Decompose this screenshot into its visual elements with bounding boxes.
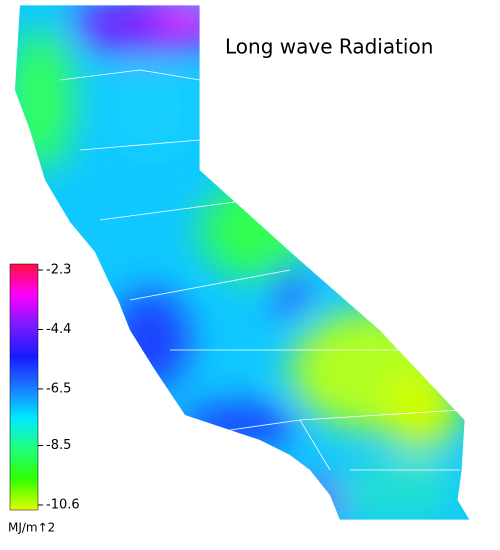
colorbar-unit: MJ/m↑2 <box>8 521 55 535</box>
colorbar-tick-label: -10.6 <box>46 498 80 513</box>
colorbar-tick-label: -4.4 <box>46 322 71 337</box>
county-borders <box>20 4 471 521</box>
colorbar-tick-label: -8.5 <box>46 438 71 453</box>
map-title: Long wave Radiation <box>225 35 433 59</box>
colorbar-tick-label: -2.3 <box>46 263 71 278</box>
colorbar <box>9 263 39 511</box>
colorbar-tick-label: -6.5 <box>46 381 71 396</box>
